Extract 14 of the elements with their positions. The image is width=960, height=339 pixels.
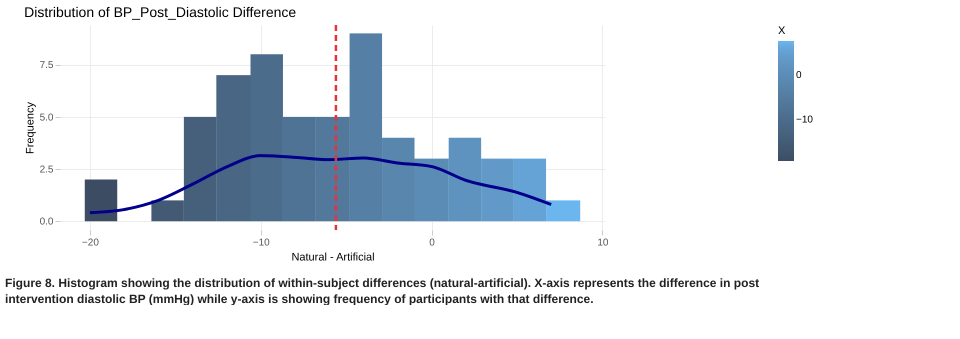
x-tick-label: 0	[429, 238, 436, 248]
color-bar-label: −10	[796, 114, 814, 126]
chart-title: Distribution of BP_Post_Diastolic Difference	[24, 4, 296, 20]
x-tick-label: −20	[82, 238, 100, 248]
y-tick-label: 7.5	[40, 60, 54, 72]
x-axis-title: Natural - Artificial	[291, 252, 375, 264]
color-bar-label: 0	[796, 70, 802, 82]
x-tick-label: 10	[597, 238, 609, 248]
y-axis-title: Frequency	[24, 102, 37, 154]
y-tick-label: 2.5	[40, 164, 54, 176]
x-tick-label: −10	[252, 238, 270, 248]
color-bar-title: X	[778, 25, 786, 37]
y-tick-label: 0.0	[40, 216, 54, 228]
y-tick-label: 5.0	[40, 112, 54, 124]
